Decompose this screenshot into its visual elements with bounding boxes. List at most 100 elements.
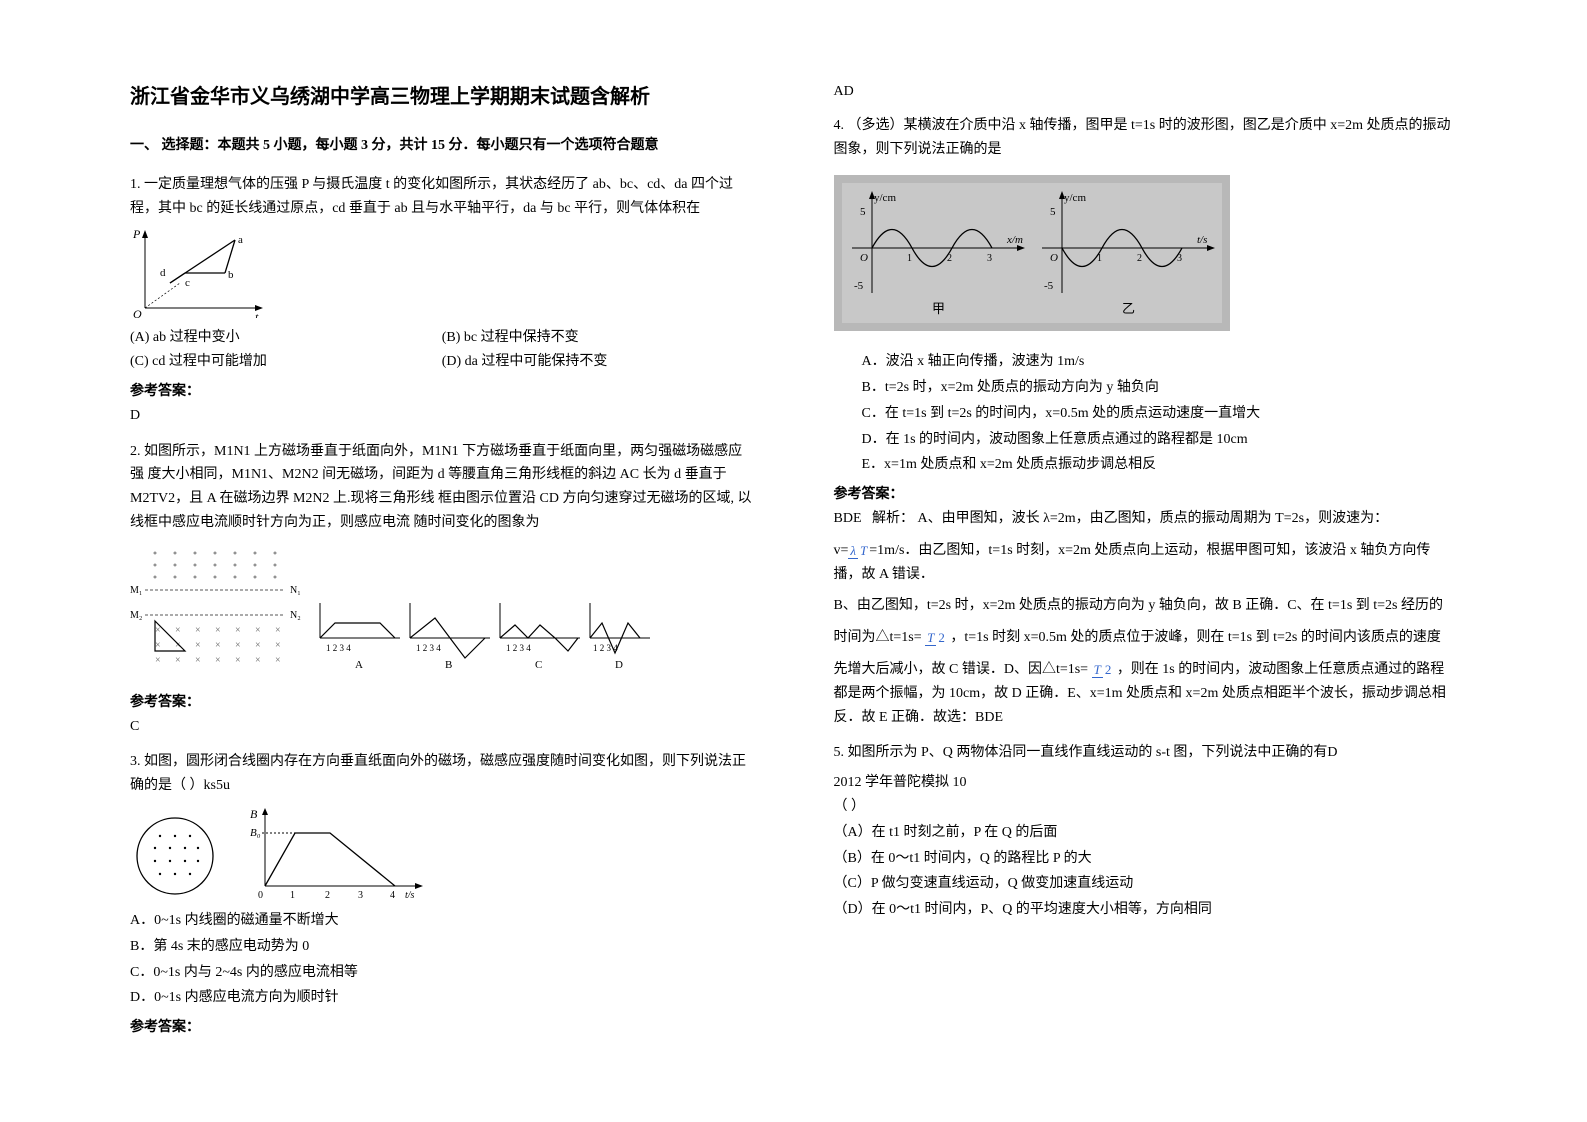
problem-3-text: 3. 如图，圆形闭合线圈内存在方向垂直纸面向外的磁场，磁感应强度随时间变化如图，…	[130, 750, 754, 798]
svg-text:-5: -5	[854, 280, 864, 292]
answer-1: D	[130, 404, 754, 428]
problem-1-diagram: P O t a b c d	[130, 228, 754, 318]
answer-4-explanation: BDE 解析： A、由甲图知，波长 λ=2m，由乙图知，质点的振动周期为 T=2…	[834, 507, 1458, 531]
option-4c: C．在 t=1s 到 t=2s 的时间内，x=0.5m 处的质点运动速度一直增大	[862, 402, 1458, 426]
svg-text:1 2 3 4: 1 2 3 4	[593, 643, 618, 653]
answer-4: BDE	[834, 511, 862, 526]
problem-5: 5. 如图所示为 P、Q 两物体沿同一直线作直线运动的 s-t 图，下列说法中正…	[834, 741, 1458, 922]
explain-4-4-block: 时间为△t=1s= T2 ，t=1s 时刻 x=0.5m 处的质点位于波峰，则在…	[834, 626, 1458, 650]
svg-text:×: ×	[255, 655, 261, 666]
problem-3-diagram: B B₀ 0 1 2 3 4 t/s	[130, 806, 754, 901]
option-3c: C．0~1s 内与 2~4s 内的感应电流相等	[130, 961, 754, 985]
svg-text:×: ×	[215, 655, 221, 666]
problem-3: 3. 如图，圆形闭合线圈内存在方向垂直纸面向外的磁场，磁感应强度随时间变化如图，…	[130, 750, 754, 1040]
explain-4-1: 解析： A、由甲图知，波长 λ=2m，由乙图知，质点的振动周期为 T=2s，则波…	[872, 511, 1388, 526]
svg-text:乙: 乙	[1122, 301, 1135, 316]
problem-2-diagram: M₁ N₁ M₂ N₂ ××××××× ××××××× ×××××××	[130, 543, 754, 683]
svg-text:×: ×	[275, 655, 281, 666]
svg-text:×: ×	[175, 655, 181, 666]
svg-text:1: 1	[907, 253, 912, 264]
fraction-lambda-t: λT	[848, 540, 869, 562]
option-3b: B．第 4s 末的感应电动势为 0	[130, 935, 754, 959]
svg-text:×: ×	[275, 625, 281, 636]
svg-text:×: ×	[195, 640, 201, 651]
svg-text:2: 2	[325, 890, 330, 901]
svg-text:B: B	[445, 659, 452, 671]
pt-graph-svg: P O t a b c d	[130, 228, 270, 318]
svg-text:×: ×	[255, 625, 261, 636]
option-5a: （A）在 t1 时刻之前，P 在 Q 的后面	[834, 821, 1458, 845]
problem-1-options-row1: (A) ab 过程中变小 (B) bc 过程中保持不变	[130, 326, 754, 350]
svg-text:d: d	[160, 267, 166, 279]
option-1d: (D) da 过程中可能保持不变	[442, 350, 754, 374]
option-4b: B．t=2s 时，x=2m 处质点的振动方向为 y 轴负向	[862, 376, 1458, 400]
svg-text:B: B	[250, 807, 258, 821]
answer-1-label: 参考答案：	[130, 380, 754, 404]
svg-text:3: 3	[358, 890, 363, 901]
problem-5-paren: （ ）	[834, 795, 1458, 819]
answer-2-label: 参考答案：	[130, 691, 754, 715]
svg-text:4: 4	[390, 890, 395, 901]
svg-text:O: O	[133, 307, 142, 318]
option-4a: A．波沿 x 轴正向传播，波速为 1m/s	[862, 350, 1458, 374]
svg-text:×: ×	[275, 640, 281, 651]
option-3a: A．0~1s 内线圈的磁通量不断增大	[130, 909, 754, 933]
explain-4-4: 时间为△t=1s=	[834, 630, 922, 645]
problem-5-text: 5. 如图所示为 P、Q 两物体沿同一直线作直线运动的 s-t 图，下列说法中正…	[834, 741, 1458, 765]
svg-text:t/s: t/s	[1197, 234, 1207, 246]
problem-2-text: 2. 如图所示，M1N1 上方磁场垂直于纸面向外，M1N1 下方磁场垂直于纸面向…	[130, 440, 754, 535]
option-1a: (A) ab 过程中变小	[130, 326, 442, 350]
svg-text:y/cm: y/cm	[1064, 192, 1086, 204]
svg-text:1: 1	[290, 890, 295, 901]
svg-text:P: P	[132, 228, 141, 241]
problem-1: 1. 一定质量理想气体的压强 P 与摄氏温度 t 的变化如图所示，其状态经历了 …	[130, 173, 754, 428]
svg-text:-5: -5	[1044, 280, 1054, 292]
svg-text:×: ×	[235, 655, 241, 666]
problem-4-diagram: y/cm 5 -5 O 1 2 3 x/m 甲 y/cm	[834, 175, 1230, 331]
svg-text:0: 0	[258, 890, 263, 901]
svg-text:A: A	[355, 659, 363, 671]
svg-text:3: 3	[987, 253, 992, 264]
explain-4-6-block: 先增大后减小，故 C 错误．D、因△t=1s= T2 ，则在 1s 的时间内，波…	[834, 658, 1458, 729]
explain-4-2-block: v=λT=1m/s．由乙图知，t=1s 时刻，x=2m 处质点向上运动，根据甲图…	[834, 539, 1458, 587]
svg-text:×: ×	[155, 640, 161, 651]
problem-5-sub: 2012 学年普陀模拟 10	[834, 771, 1458, 795]
option-5d: （D）在 0～t1 时间内，P、Q 的平均速度大小相等，方向相同	[834, 898, 1458, 922]
svg-text:b: b	[228, 269, 234, 281]
svg-text:C: C	[535, 659, 542, 671]
option-5c: （C）P 做匀变速直线运动，Q 做变加速直线运动	[834, 872, 1458, 896]
svg-text:1 2 3 4: 1 2 3 4	[506, 643, 531, 653]
svg-text:1 2 3 4: 1 2 3 4	[416, 643, 441, 653]
svg-text:×: ×	[175, 625, 181, 636]
problem-1-text: 1. 一定质量理想气体的压强 P 与摄氏温度 t 的变化如图所示，其状态经历了 …	[130, 173, 754, 221]
svg-text:t/s: t/s	[405, 890, 415, 901]
svg-text:N₂: N₂	[290, 610, 301, 621]
svg-text:N₁: N₁	[290, 585, 301, 596]
fraction-t-2-a: T2	[925, 627, 947, 649]
problem-4: 4. （多选）某横波在介质中沿 x 轴传播，图甲是 t=1s 时的波形图，图乙是…	[834, 114, 1458, 730]
fraction-t-2-b: T2	[1092, 659, 1114, 681]
svg-text:甲: 甲	[932, 301, 945, 316]
coil-graph-svg: B B₀ 0 1 2 3 4 t/s	[130, 806, 430, 901]
triangle-diagram-svg: M₁ N₁ M₂ N₂ ××××××× ××××××× ×××××××	[130, 543, 650, 683]
explain-4-5: ，t=1s 时刻 x=0.5m 处的质点位于波峰，则在 t=1s 到 t=2s …	[950, 630, 1440, 645]
svg-text:5: 5	[1050, 206, 1056, 218]
svg-text:×: ×	[255, 640, 261, 651]
option-4e: E．x=1m 处质点和 x=2m 处质点振动步调总相反	[862, 453, 1458, 477]
svg-text:c: c	[185, 277, 190, 289]
section-header: 一、 选择题：本题共 5 小题，每小题 3 分，共计 15 分．每小题只有一个选…	[130, 134, 754, 158]
page-title: 浙江省金华市义乌绣湖中学高三物理上学期期末试题含解析	[130, 80, 754, 114]
svg-text:O: O	[1050, 252, 1058, 264]
problem-1-options-row2: (C) cd 过程中可能增加 (D) da 过程中可能保持不变	[130, 350, 754, 374]
svg-text:1 2 3 4: 1 2 3 4	[326, 643, 351, 653]
svg-text:×: ×	[215, 625, 221, 636]
svg-text:t: t	[255, 310, 259, 318]
svg-text:B₀: B₀	[250, 827, 261, 839]
svg-text:5: 5	[860, 206, 866, 218]
svg-text:O: O	[860, 252, 868, 264]
svg-text:2: 2	[1137, 253, 1142, 264]
wave-graphs-svg: y/cm 5 -5 O 1 2 3 x/m 甲 y/cm	[842, 183, 1222, 323]
option-1b: (B) bc 过程中保持不变	[442, 326, 754, 350]
explain-4-2: =1m/s．由乙图知，t=1s 时刻，x=2m 处质点向上运动，根据甲图可知，该…	[834, 543, 1431, 582]
svg-text:×: ×	[195, 625, 201, 636]
